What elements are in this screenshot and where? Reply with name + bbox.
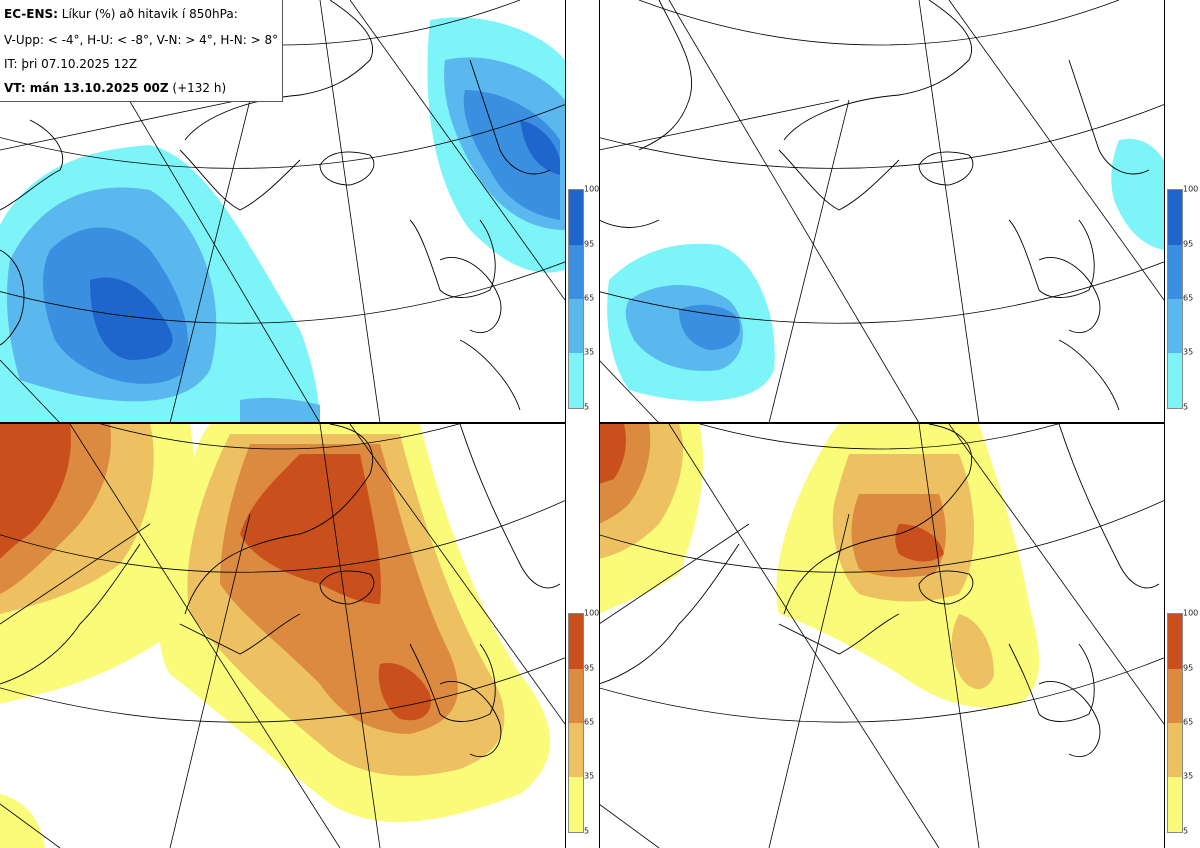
colorbar-segment	[569, 669, 583, 723]
map-v-upp	[0, 0, 565, 423]
colorbar-v-n	[568, 613, 584, 833]
colorbar-tick-label: 5	[1183, 826, 1189, 836]
colorbar-segment	[1168, 614, 1182, 669]
map-v-n	[0, 424, 565, 848]
colorbar-segment	[569, 299, 583, 353]
lead-time-text: (+132 h)	[168, 81, 227, 95]
graticule-h-u	[599, 0, 1164, 423]
colorbar-segment	[1168, 669, 1182, 723]
init-time-text: IT: þri 07.10.2025 12Z	[4, 57, 138, 71]
colorbar-segment	[1168, 777, 1182, 832]
valid-time-line: VT: mán 13.10.2025 00Z (+132 h)	[4, 81, 226, 95]
colorbar-tick-label: 95	[1183, 663, 1194, 673]
title-text: Líkur (%) að hitavik í 850hPa:	[57, 7, 238, 21]
colorbar-tick-label: 5	[584, 826, 590, 836]
panel-border-left	[565, 0, 566, 848]
colorbar-tick-label: 100	[1183, 608, 1199, 618]
coastlines-v-n	[0, 424, 561, 758]
colorbar-segment	[569, 353, 583, 408]
valid-time-text: VT: mán 13.10.2025 00Z	[4, 81, 169, 95]
colorbar-h-u	[1167, 189, 1183, 409]
probability-fill-v-upp	[0, 17, 565, 423]
coastlines-v-upp	[0, 0, 551, 411]
colorbar-tick-label: 65	[1183, 293, 1194, 303]
horizontal-divider-left	[0, 422, 565, 424]
colorbar-segment	[1168, 353, 1182, 408]
thresholds-text: V-Upp: < -4°, H-U: < -8°, V-N: > 4°, H-N…	[4, 33, 279, 47]
horizontal-divider-right	[599, 422, 1164, 424]
colorbar-segment	[569, 723, 583, 777]
colorbar-tick-label: 35	[1183, 347, 1194, 357]
colorbar-tick-label: 65	[584, 293, 595, 303]
probability-fill-v-n	[0, 424, 550, 848]
map-h-n	[599, 424, 1164, 848]
panel-v-n	[0, 424, 565, 848]
colorbar-tick-label: 35	[584, 771, 595, 781]
graticule-h-n	[599, 424, 1164, 848]
title-line: EC-ENS: Líkur (%) að hitavik í 850hPa:	[4, 7, 238, 21]
colorbar-segment	[569, 777, 583, 832]
colorbar-h-n	[1167, 613, 1183, 833]
map-h-u	[599, 0, 1164, 423]
colorbar-segment	[1168, 723, 1182, 777]
colorbar-tick-label: 5	[584, 402, 590, 412]
colorbar-segment	[569, 614, 583, 669]
colorbar-tick-label: 100	[1183, 184, 1199, 194]
coastlines-h-u	[599, 0, 1150, 411]
colorbar-segment	[569, 190, 583, 245]
panel-border-right	[1164, 0, 1165, 848]
probability-fill-h-n	[599, 424, 1039, 708]
colorbar-segment	[1168, 299, 1182, 353]
panel-border-right-left	[599, 0, 600, 848]
colorbar-tick-label: 65	[584, 717, 595, 727]
colorbar-tick-label: 100	[584, 184, 600, 194]
colorbar-tick-label: 35	[584, 347, 595, 357]
colorbar-segment	[1168, 245, 1182, 299]
colorbar-segment	[1168, 190, 1182, 245]
panel-h-n	[599, 424, 1164, 848]
colorbar-tick-label: 35	[1183, 771, 1194, 781]
colorbar-v-upp	[568, 189, 584, 409]
colorbar-tick-label: 95	[584, 663, 595, 673]
product-name: EC-ENS:	[4, 7, 58, 21]
colorbar-tick-label: 95	[1183, 239, 1194, 249]
colorbar-tick-label: 65	[1183, 717, 1194, 727]
colorbar-tick-label: 5	[1183, 402, 1189, 412]
panel-h-u	[599, 0, 1164, 423]
probability-fill-h-u	[607, 138, 1164, 402]
colorbar-segment	[569, 245, 583, 299]
colorbar-tick-label: 100	[584, 608, 600, 618]
coastlines-h-n	[599, 424, 1160, 758]
map-info-box: EC-ENS: Líkur (%) að hitavik í 850hPa: V…	[0, 0, 283, 102]
colorbar-tick-label: 95	[584, 239, 595, 249]
